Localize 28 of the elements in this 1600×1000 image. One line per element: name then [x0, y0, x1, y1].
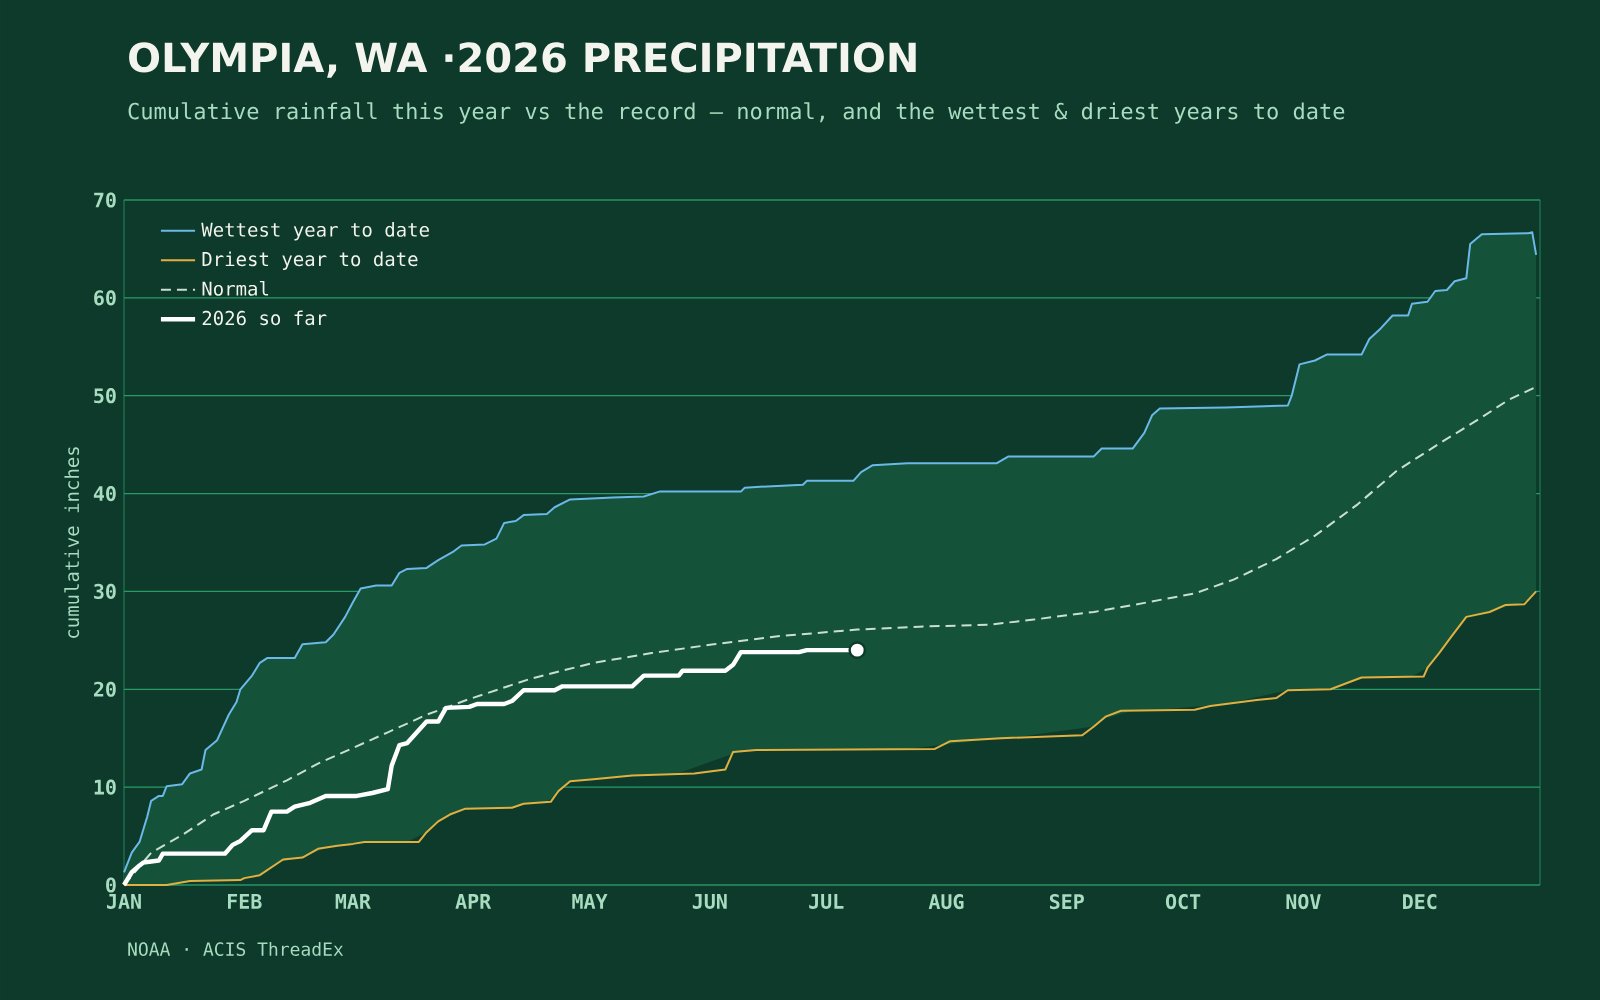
x-tick-label: JUN: [692, 894, 727, 909]
legend-label: Driest year to date: [202, 251, 418, 270]
x-tick-label: SEP: [1049, 894, 1084, 910]
y-tick-label: 60: [94, 290, 116, 306]
x-tick-label: JUL: [809, 894, 844, 909]
y-tick-label: 70: [94, 192, 116, 208]
x-tick-label: MAY: [572, 894, 608, 909]
text: NOAA · ACIS ThreadEx: [128, 942, 344, 956]
legend-label: Wettest year to date: [201, 222, 429, 241]
x-tick-label: DEC: [1403, 894, 1437, 910]
x-tick-label: OCT: [1165, 894, 1201, 910]
x-tick-label: APR: [455, 894, 492, 909]
x-tick-label: FEB: [228, 894, 262, 909]
y-tick-label: 0: [106, 877, 116, 893]
y-tick-label: 30: [94, 583, 116, 599]
y-axis-title: cumulative inches: [64, 447, 80, 638]
legend-label: Normal: [202, 280, 269, 296]
y-tick-label: 40: [93, 485, 116, 502]
chart-title: OLYMPIA, WA ·2026 PRECIPITATION: [129, 42, 916, 78]
y-tick-label: 10: [94, 779, 116, 795]
chart-subtitle: Cumulative rainfall this year vs the record — normal, and the wettest & driest years to date: [128, 102, 1345, 124]
legend-label: 2026 so far: [202, 310, 327, 326]
y-tick-label: 50: [94, 388, 116, 404]
x-tick-label: MAR: [335, 894, 371, 909]
x-tick-label: NOV: [1286, 894, 1321, 910]
y-tick-label: 20: [93, 681, 116, 697]
x-tick-label: JAN: [107, 894, 141, 909]
x-tick-label: AUG: [928, 894, 964, 910]
